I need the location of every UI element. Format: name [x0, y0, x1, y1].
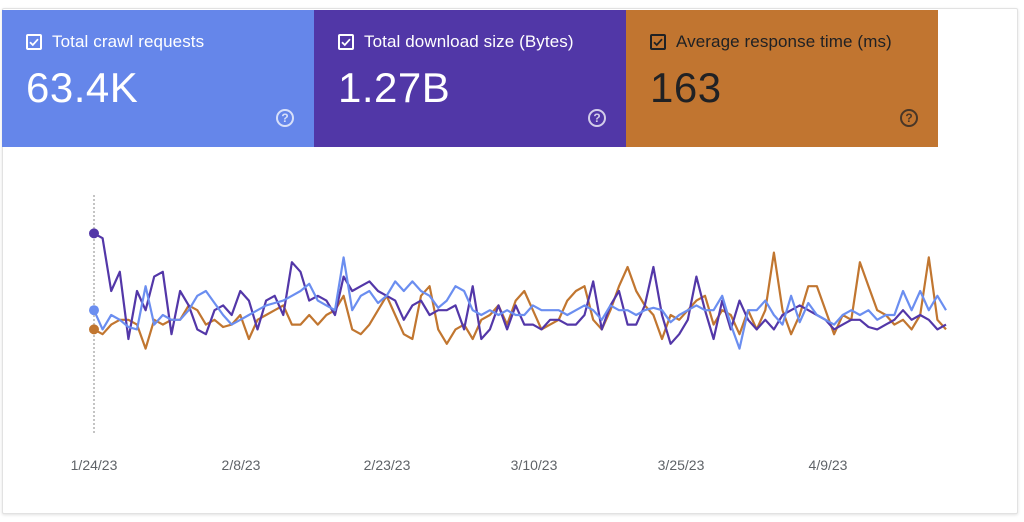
x-tick-label: 1/24/23 — [71, 457, 118, 473]
hover-point-0 — [89, 305, 99, 316]
help-circle-icon[interactable]: ? — [588, 109, 606, 127]
series-line-2[interactable] — [93, 251, 947, 350]
checkbox-checked-icon[interactable] — [338, 34, 354, 50]
metric-card-crawl-requests[interactable]: Total crawl requests 63.4K ? — [2, 10, 314, 147]
x-tick-label: 3/10/23 — [511, 457, 558, 473]
metric-card-download-size[interactable]: Total download size (Bytes) 1.27B ? — [314, 10, 626, 147]
metric-card-response-time[interactable]: Average response time (ms) 163 ? — [626, 10, 938, 147]
hover-point-1 — [89, 228, 99, 239]
metric-cards: Total crawl requests 63.4K ? Total downl… — [2, 10, 938, 147]
checkbox-checked-icon[interactable] — [26, 34, 42, 50]
x-tick-label: 2/23/23 — [364, 457, 411, 473]
metric-value: 63.4K — [26, 64, 139, 111]
help-circle-icon[interactable]: ? — [276, 109, 294, 127]
crawl-stats-line-chart[interactable]: 1/24/23 2/8/23 2/23/23 3/10/23 3/25/23 4/9/23 — [0, 150, 1024, 490]
x-tick-label: 3/25/23 — [658, 457, 705, 473]
x-tick-label: 2/8/23 — [222, 457, 261, 473]
series-line-0[interactable] — [92, 256, 947, 350]
metric-label: Total crawl requests — [52, 32, 205, 51]
metric-label: Average response time (ms) — [676, 32, 892, 51]
series-layer — [89, 228, 947, 350]
metric-value: 1.27B — [338, 64, 451, 111]
x-axis-ticks: 1/24/23 2/8/23 2/23/23 3/10/23 3/25/23 4/9/23 — [71, 457, 848, 473]
x-tick-label: 4/9/23 — [809, 457, 848, 473]
metric-label: Total download size (Bytes) — [364, 32, 574, 51]
metric-value: 163 — [650, 64, 722, 111]
help-circle-icon[interactable]: ? — [900, 109, 918, 127]
checkbox-checked-icon[interactable] — [650, 34, 666, 50]
hover-point-2 — [89, 324, 99, 335]
